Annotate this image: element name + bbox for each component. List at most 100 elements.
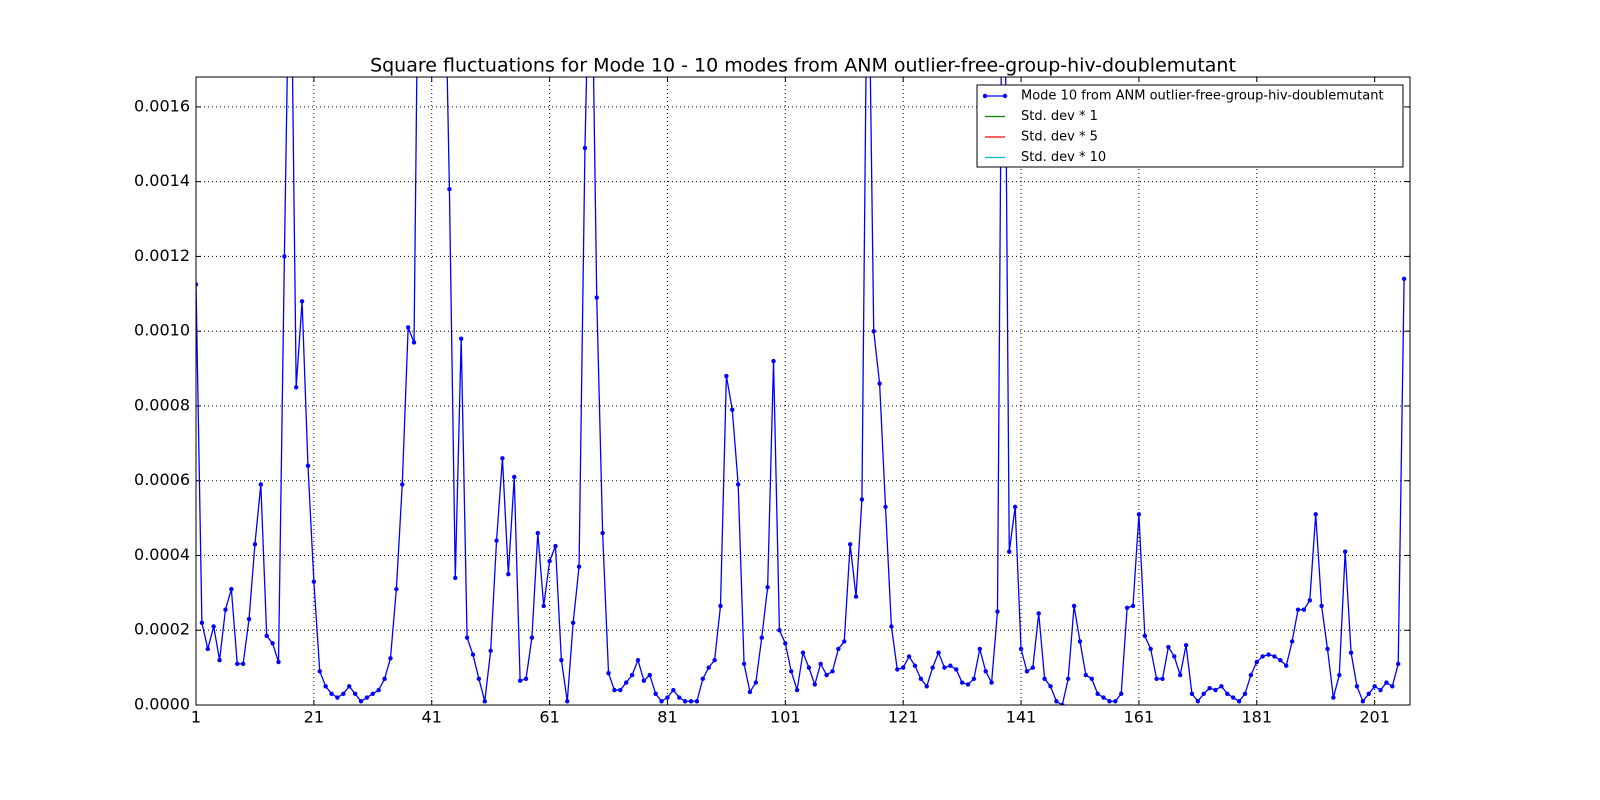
data-point xyxy=(276,659,281,665)
data-point xyxy=(370,691,375,696)
data-point xyxy=(912,663,918,668)
legend-box xyxy=(976,84,1404,168)
data-point xyxy=(1166,644,1171,650)
data-point xyxy=(859,497,865,502)
data-point xyxy=(293,385,299,390)
data-point xyxy=(1195,699,1201,704)
data-point xyxy=(1236,699,1242,704)
data-point xyxy=(665,695,670,700)
data-point xyxy=(1018,646,1024,652)
data-point xyxy=(458,336,464,341)
data-point xyxy=(983,669,988,674)
data-point xyxy=(1007,549,1012,554)
x-tick-label: 161 xyxy=(1124,708,1155,727)
y-tick-label: 0.0006 xyxy=(134,470,190,489)
data-point xyxy=(394,586,399,592)
data-point xyxy=(871,328,876,334)
data-point xyxy=(347,684,352,689)
data-point xyxy=(1107,699,1112,704)
data-point xyxy=(641,678,647,683)
data-point xyxy=(724,373,729,379)
data-point xyxy=(1083,672,1089,678)
data-point xyxy=(482,699,487,704)
data-point xyxy=(1319,603,1324,609)
data-point xyxy=(1360,699,1366,704)
data-point xyxy=(364,695,370,700)
data-point xyxy=(895,667,900,672)
data-point xyxy=(794,687,800,693)
x-tick-label: 141 xyxy=(1006,708,1037,727)
data-point xyxy=(1378,687,1383,693)
data-point xyxy=(317,669,322,674)
data-point xyxy=(1331,695,1336,700)
data-point xyxy=(777,628,782,633)
data-point xyxy=(1119,691,1124,696)
data-point xyxy=(240,661,246,667)
data-point xyxy=(453,575,458,581)
data-point xyxy=(1242,691,1248,696)
data-point xyxy=(1177,672,1183,678)
x-tick-label: 101 xyxy=(770,708,801,727)
data-point xyxy=(258,482,264,487)
y-tick-label: 0.0000 xyxy=(134,695,190,714)
data-point xyxy=(629,672,635,678)
y-tick-label: 0.0010 xyxy=(134,321,190,340)
data-point xyxy=(842,639,847,644)
data-point xyxy=(606,671,611,676)
data-point xyxy=(199,620,205,625)
data-point xyxy=(783,641,788,646)
data-point xyxy=(1289,639,1295,644)
data-point xyxy=(612,687,617,693)
data-point xyxy=(924,684,929,689)
data-point xyxy=(995,609,1000,614)
data-point xyxy=(1012,504,1018,510)
x-tick-label: 1 xyxy=(191,708,201,727)
data-point xyxy=(877,381,882,386)
data-point xyxy=(506,571,511,577)
data-point xyxy=(1342,549,1348,554)
data-point xyxy=(936,650,941,655)
data-point xyxy=(847,542,853,547)
data-point xyxy=(1284,663,1289,668)
data-point xyxy=(341,691,346,696)
data-point xyxy=(523,676,529,682)
data-point xyxy=(659,699,664,704)
data-point xyxy=(376,687,381,693)
data-point xyxy=(1372,684,1377,689)
data-point xyxy=(594,295,599,300)
data-point xyxy=(918,676,924,682)
data-point xyxy=(223,607,228,612)
legend-label: Std. dev * 5 xyxy=(1021,130,1098,145)
data-point xyxy=(688,699,694,704)
y-tick-label: 0.0014 xyxy=(134,171,190,190)
data-point xyxy=(948,663,953,668)
data-point xyxy=(930,665,935,670)
data-point xyxy=(1048,684,1053,689)
x-tick-label: 41 xyxy=(422,708,442,727)
y-tick-label: 0.0008 xyxy=(134,395,190,414)
data-point xyxy=(358,699,364,704)
data-point xyxy=(747,689,753,695)
data-point xyxy=(1036,611,1041,616)
y-tick-label: 0.0016 xyxy=(134,96,190,115)
data-point xyxy=(1231,695,1236,700)
data-point xyxy=(1136,512,1142,517)
data-point xyxy=(547,558,552,564)
data-point xyxy=(1248,672,1254,678)
legend-marker xyxy=(982,93,988,99)
data-point xyxy=(217,657,222,663)
data-point xyxy=(1201,691,1206,696)
data-point xyxy=(1337,672,1342,678)
data-point xyxy=(1401,276,1407,282)
data-point xyxy=(205,646,210,652)
data-point xyxy=(1071,603,1077,609)
data-point xyxy=(1348,650,1354,655)
data-point xyxy=(1130,603,1136,609)
data-point xyxy=(1101,695,1106,700)
legend-marker xyxy=(1002,93,1008,99)
data-point xyxy=(553,543,558,549)
plot-frame xyxy=(195,76,1411,706)
data-point xyxy=(989,680,994,685)
data-point xyxy=(824,672,829,678)
data-point xyxy=(853,594,859,599)
